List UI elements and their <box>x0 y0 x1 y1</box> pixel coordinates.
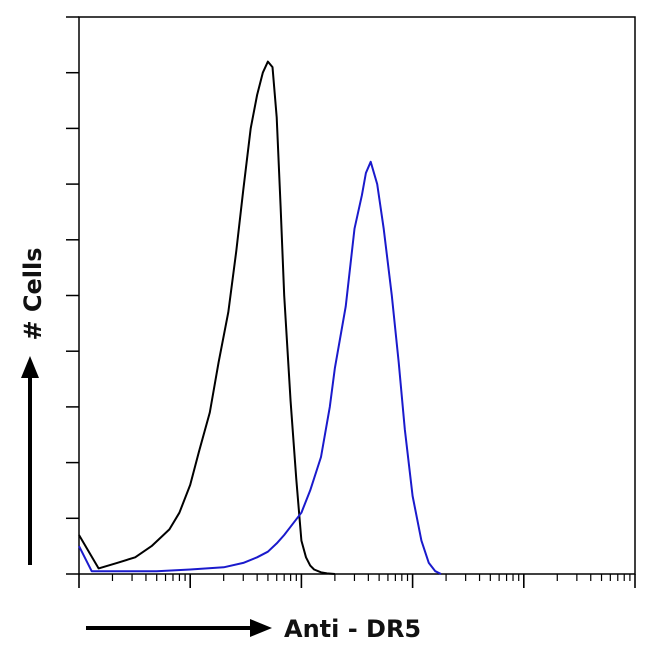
x-axis-label-group: Anti - DR5 <box>86 615 421 643</box>
y-axis-label-group: # Cells <box>19 247 47 565</box>
y-axis-label: # Cells <box>19 247 47 340</box>
x-axis-arrowhead-icon <box>250 619 272 637</box>
x-axis-ticks <box>78 574 636 588</box>
anti-dr5-histogram-line <box>78 160 442 575</box>
x-axis-label: Anti - DR5 <box>284 615 421 643</box>
plot-frame <box>78 16 636 575</box>
series-layer <box>78 60 442 575</box>
y-axis-ticks <box>66 16 79 575</box>
y-axis-arrowhead-icon <box>21 356 39 378</box>
control-histogram-line <box>78 60 335 575</box>
